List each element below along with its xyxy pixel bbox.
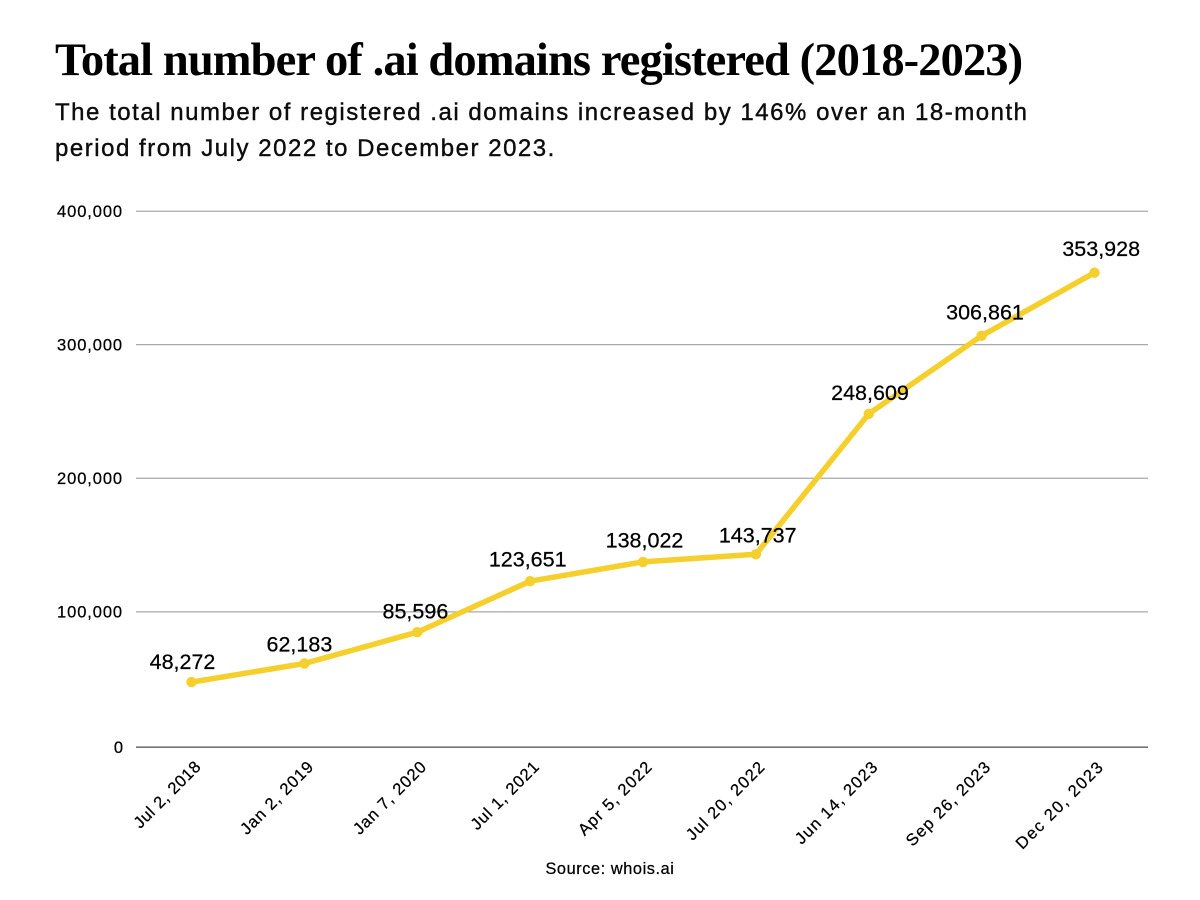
- svg-text:Jan 7, 2020: Jan 7, 2020: [350, 758, 431, 839]
- svg-text:300,000: 300,000: [57, 336, 123, 354]
- svg-text:Sep 26, 2023: Sep 26, 2023: [903, 758, 995, 850]
- svg-text:85,596: 85,596: [383, 599, 449, 623]
- svg-text:0: 0: [114, 739, 123, 757]
- svg-text:Apr 5, 2022: Apr 5, 2022: [575, 758, 657, 840]
- svg-text:Source: whois.ai: Source: whois.ai: [545, 860, 674, 878]
- svg-text:353,928: 353,928: [1062, 237, 1140, 261]
- svg-text:Jun 14, 2023: Jun 14, 2023: [792, 758, 882, 848]
- svg-text:Jul 1, 2021: Jul 1, 2021: [467, 758, 543, 834]
- svg-text:400,000: 400,000: [57, 203, 123, 221]
- svg-text:306,861: 306,861: [946, 301, 1024, 325]
- svg-text:100,000: 100,000: [57, 603, 123, 621]
- svg-text:48,272: 48,272: [150, 650, 216, 674]
- svg-text:123,651: 123,651: [489, 548, 567, 572]
- svg-text:Jul 20, 2022: Jul 20, 2022: [683, 758, 769, 844]
- svg-text:200,000: 200,000: [57, 470, 123, 488]
- svg-text:Dec 20, 2023: Dec 20, 2023: [1013, 758, 1108, 853]
- svg-text:Jul 2, 2018: Jul 2, 2018: [130, 758, 204, 832]
- svg-text:62,183: 62,183: [267, 633, 333, 657]
- svg-text:Jan 2, 2019: Jan 2, 2019: [237, 758, 318, 839]
- svg-text:248,609: 248,609: [831, 381, 909, 405]
- svg-text:138,022: 138,022: [606, 529, 684, 553]
- svg-text:143,737: 143,737: [719, 524, 797, 548]
